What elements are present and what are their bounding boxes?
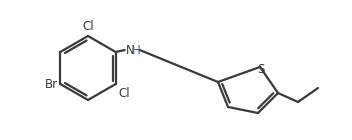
Text: S: S xyxy=(257,63,265,76)
Text: H: H xyxy=(132,44,140,57)
Text: Br: Br xyxy=(45,78,58,90)
Text: Cl: Cl xyxy=(119,87,130,100)
Text: N: N xyxy=(126,44,134,57)
Text: Cl: Cl xyxy=(82,20,94,33)
